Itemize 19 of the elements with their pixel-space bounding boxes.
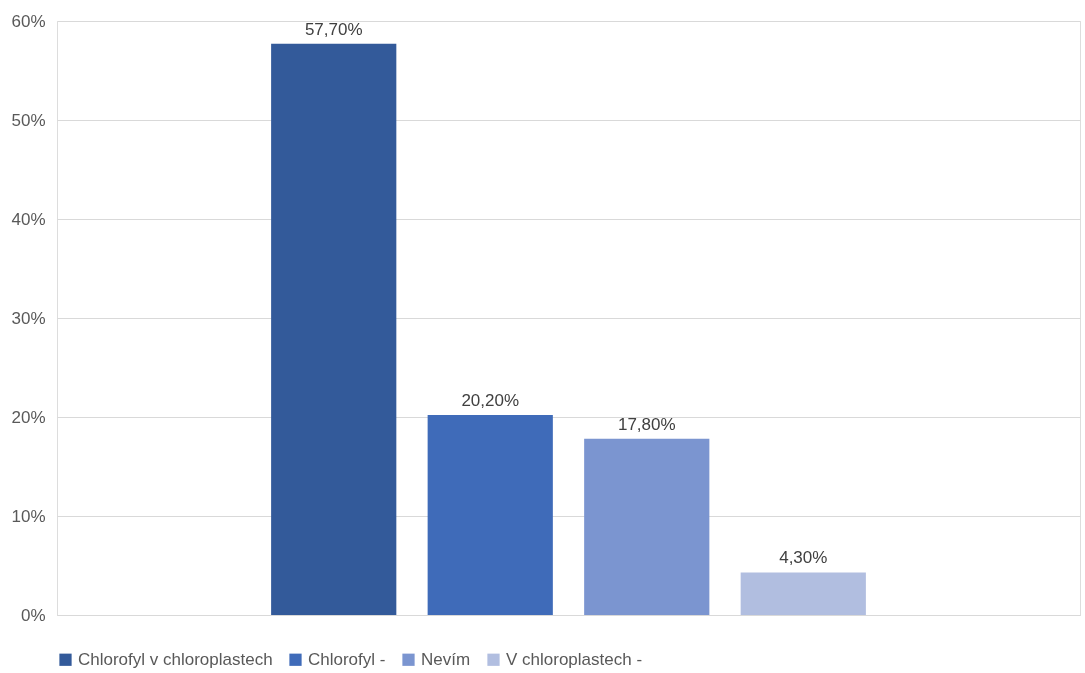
bar xyxy=(740,572,866,615)
legend-label: Chlorofyl v chloroplastech xyxy=(78,649,273,669)
bar xyxy=(584,438,710,615)
y-tick-label: 40% xyxy=(11,209,46,229)
bar xyxy=(271,43,397,615)
y-tick-label: 50% xyxy=(11,110,46,130)
bar xyxy=(427,415,553,615)
data-label: 17,80% xyxy=(617,414,676,434)
legend-label: V chloroplastech - xyxy=(506,649,643,669)
y-tick-label: 0% xyxy=(20,605,46,625)
legend-label: Chlorofyl - xyxy=(308,649,386,669)
y-tick-label: 10% xyxy=(11,506,46,526)
legend-label: Nevím xyxy=(421,649,471,669)
y-tick-label: 60% xyxy=(11,11,46,31)
data-label: 57,70% xyxy=(304,19,363,39)
data-label: 4,30% xyxy=(779,548,828,568)
y-tick-label: 20% xyxy=(11,407,46,427)
y-tick-label: 30% xyxy=(11,308,46,328)
data-label: 20,20% xyxy=(461,391,520,411)
